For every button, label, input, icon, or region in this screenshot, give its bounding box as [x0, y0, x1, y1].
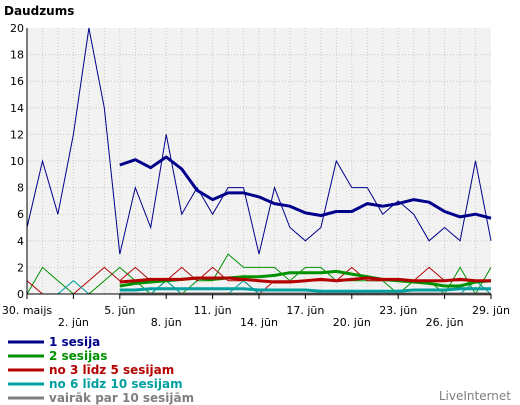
legend-label-2: no 3 līdz 5 sesijam [49, 363, 174, 377]
x-tick-label: 29. jūn [472, 304, 510, 317]
x-tick-label: 17. jūn [286, 304, 324, 317]
series-line-0 [26, 27, 492, 255]
legend-label-3: no 6 līdz 10 sesijam [49, 377, 183, 391]
series-average-line-0 [119, 155, 492, 220]
y-tick-label: 14 [10, 102, 24, 115]
x-tick-label: 14. jūn [240, 316, 278, 329]
x-tick-label: 30. maijs [2, 304, 53, 317]
y-tick-label: 2 [17, 261, 24, 274]
chart-title: Daudzums [4, 4, 74, 18]
x-tick-label: 5. jūn [104, 304, 135, 317]
series-average-line-3 [119, 287, 491, 293]
x-tick-label: 26. jūn [426, 316, 464, 329]
y-tick-label: 4 [17, 235, 24, 248]
y-tick-label: 0 [17, 288, 24, 301]
y-tick-label: 6 [17, 208, 24, 221]
y-tick-label: 12 [10, 128, 24, 141]
legend-label-1: 2 sesijas [49, 349, 107, 363]
y-tick-label: 20 [10, 22, 24, 35]
y-tick-label: 10 [10, 155, 24, 168]
x-tick-label: 8. jūn [151, 316, 182, 329]
y-tick-label: 16 [10, 75, 24, 88]
x-tick-label: 23. jūn [379, 304, 417, 317]
series-average-line-2 [119, 276, 491, 284]
footer-brand: LiveInternet [439, 389, 511, 403]
x-tick-label: 2. jūn [58, 316, 89, 329]
x-tick-label: 20. jūn [333, 316, 371, 329]
y-tick-label: 18 [10, 49, 24, 62]
legend-label-0: 1 sesija [49, 335, 100, 349]
y-tick-label: 8 [17, 182, 24, 195]
legend-label-4: vairāk par 10 sesijām [49, 391, 194, 405]
x-tick-label: 11. jūn [194, 304, 232, 317]
